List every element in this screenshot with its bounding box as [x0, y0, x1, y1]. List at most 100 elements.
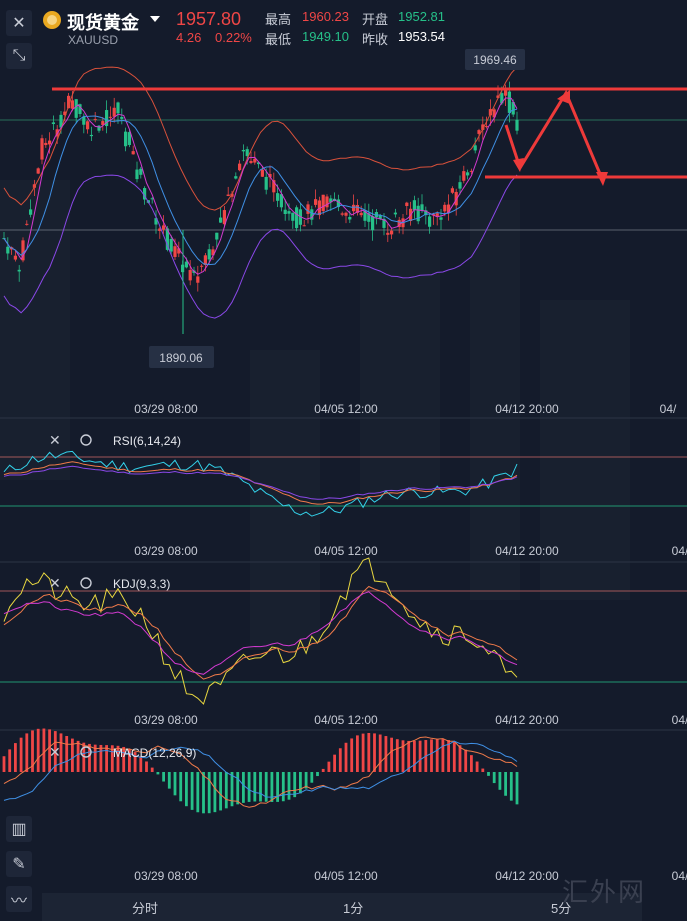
candle [287, 211, 291, 214]
candle [371, 216, 375, 231]
candle [82, 116, 86, 125]
candle [25, 223, 29, 225]
candle [200, 265, 204, 267]
time-axis-label: 04/05 12:00 [314, 402, 378, 416]
watermark: 汇外网 [562, 878, 647, 908]
candle [36, 168, 40, 174]
macd-bar [293, 772, 297, 798]
macd-bar [25, 733, 29, 772]
candle [462, 171, 466, 181]
close-button[interactable]: ✕ [6, 10, 32, 36]
candle [89, 134, 93, 137]
instrument-title[interactable]: 现货黄金 [67, 13, 139, 33]
candle [112, 107, 116, 117]
candle [355, 204, 359, 213]
candle [154, 218, 158, 225]
instrument-symbol: XAUUSD [68, 33, 119, 47]
candle [196, 276, 200, 283]
kdj-k-line [3, 585, 518, 680]
time-axis-label: 04/ [672, 869, 687, 883]
candle [93, 118, 97, 120]
close-indicator-icon: ✕ [49, 575, 61, 591]
macd-bar [270, 772, 274, 802]
candle [188, 270, 192, 281]
candle [108, 116, 112, 118]
last-price: 1957.80 [176, 9, 242, 29]
candle [393, 212, 397, 215]
chevron-down-icon[interactable] [150, 16, 160, 22]
time-axis-label: 04/05 12:00 [314, 713, 378, 727]
tab-1min[interactable]: 1分 [343, 901, 364, 916]
candle [310, 209, 314, 220]
macd-bar [515, 772, 519, 805]
candle [234, 176, 238, 179]
close-indicator-icon: ✕ [49, 432, 61, 448]
macd-bar [196, 772, 200, 813]
settings-gear-icon [80, 746, 92, 758]
tab-timeshare[interactable]: 分时 [132, 901, 159, 916]
macd-bar [190, 772, 194, 810]
candle [135, 169, 139, 180]
indicator-button[interactable]: 〰 [6, 886, 32, 912]
macd-bar [310, 772, 314, 783]
arrow-head [557, 90, 570, 104]
macd-bar [435, 738, 439, 772]
candle [169, 239, 173, 252]
candle [162, 225, 166, 230]
indicator-title: KDJ(9,3,3) [113, 577, 170, 591]
candle [348, 216, 352, 220]
candle [86, 121, 90, 130]
tab-5min[interactable]: 5分 [551, 901, 572, 916]
macd-bar [14, 743, 17, 772]
candle [211, 249, 215, 256]
macd-bar [253, 772, 257, 802]
chart-type-button[interactable]: ▥ [6, 816, 32, 842]
candle [40, 138, 44, 160]
candle [412, 200, 416, 211]
candle [184, 261, 188, 268]
candle [21, 240, 25, 261]
macd-bar [487, 772, 490, 776]
candle [219, 217, 223, 223]
candle [131, 151, 135, 155]
candle [226, 194, 230, 196]
time-axis-label: 03/29 08:00 [134, 713, 198, 727]
macd-bar [59, 733, 63, 772]
collapse-button[interactable]: ⤡ [6, 43, 32, 69]
macd-bar [401, 740, 405, 772]
macd-bar [464, 749, 468, 772]
candle [230, 193, 234, 197]
candlestick-icon: ▥ [11, 821, 27, 838]
candle [367, 213, 371, 222]
candle [321, 194, 325, 212]
macd-bar [384, 736, 388, 772]
candle [283, 209, 287, 214]
macd-bar [65, 736, 69, 772]
macd-bar [162, 772, 165, 782]
candle [359, 212, 363, 216]
open-label: 开盘 [362, 12, 389, 27]
candle [504, 90, 508, 96]
candle [511, 102, 515, 115]
macd-bar [71, 738, 74, 772]
time-axis-label: 03/29 08:00 [134, 544, 198, 558]
macd-bar [418, 740, 422, 772]
macd-bar [378, 734, 382, 772]
candle [207, 249, 211, 260]
macd-bar [19, 737, 23, 772]
candle [70, 100, 74, 109]
macd-dea-line [3, 740, 518, 801]
candle [48, 140, 52, 145]
time-axis-label: 04/ [672, 544, 687, 558]
high-label: 最高 [265, 12, 292, 27]
candle [139, 168, 143, 175]
candle [481, 124, 485, 130]
macd-bar [8, 749, 12, 772]
candle [177, 248, 181, 254]
macd-bar [156, 772, 160, 775]
prev-close-value: 1953.54 [398, 29, 445, 44]
settings-gear-icon [80, 434, 92, 446]
draw-tool-button[interactable]: ✎ [6, 851, 32, 877]
macd-bar [430, 739, 433, 772]
